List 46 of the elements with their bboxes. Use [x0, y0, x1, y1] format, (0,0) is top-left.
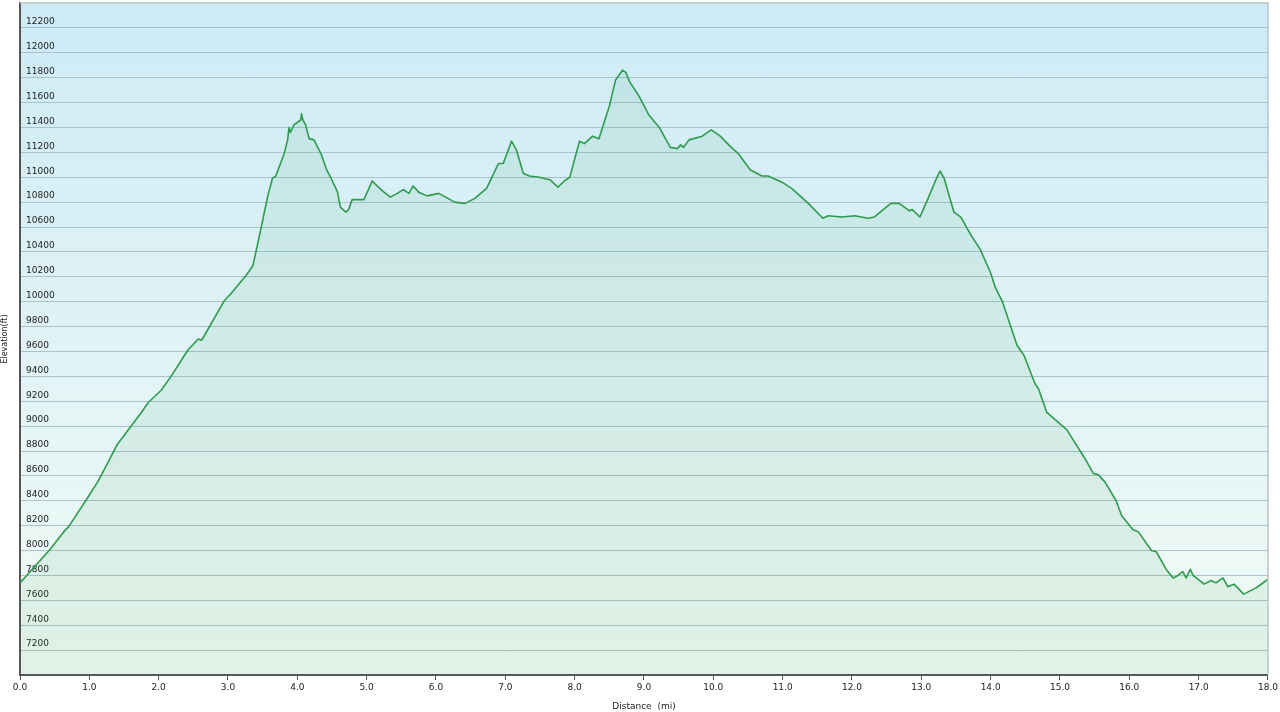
x-tick-label: 11.0: [772, 681, 793, 692]
y-axis-title: Elevation(ft): [0, 314, 9, 364]
y-tick-label: 10200: [26, 265, 55, 276]
y-tick-label: 10400: [26, 240, 55, 251]
y-tick-label: 11200: [26, 140, 55, 151]
x-tick-label: 18.0: [1257, 681, 1279, 692]
x-axis-title: Distance (mi): [612, 700, 676, 711]
y-tick-label: 8800: [26, 439, 50, 450]
y-tick-label: 7600: [26, 588, 50, 599]
x-tick-label: 14.0: [980, 681, 1001, 692]
y-tick-label: 9800: [26, 314, 50, 325]
y-tick-label: 8200: [26, 514, 50, 525]
y-tick-label: 11600: [26, 90, 55, 101]
y-tick-label: 8000: [26, 538, 50, 549]
y-tick-label: 10000: [26, 290, 55, 301]
x-tick-label: 12.0: [841, 681, 863, 692]
x-tick-label: 8.0: [567, 681, 583, 692]
x-tick-label: 5.0: [359, 681, 375, 692]
y-tick-label: 9400: [26, 364, 50, 375]
y-tick-label: 12000: [26, 41, 55, 52]
y-tick-label: 10800: [26, 190, 55, 201]
x-tick-label: 15.0: [1049, 681, 1071, 692]
y-tick-label: 9600: [26, 339, 50, 350]
x-tick-label: 7.0: [498, 681, 513, 692]
x-tick-label: 9.0: [636, 681, 652, 692]
x-tick-label: 17.0: [1188, 681, 1209, 692]
y-tick-label: 8400: [26, 489, 50, 500]
y-tick-label: 9000: [26, 414, 50, 425]
x-tick-label: 10.0: [703, 681, 724, 692]
y-tick-label: 11800: [26, 66, 55, 77]
y-tick-label: 7200: [26, 638, 50, 649]
y-tick-label: 10600: [26, 215, 55, 226]
y-tick-label: 8600: [26, 464, 50, 475]
x-tick-label: 16.0: [1119, 681, 1140, 692]
x-tick-label: 3.0: [220, 681, 236, 692]
x-tick-label: 13.0: [911, 681, 932, 692]
x-tick-label: 2.0: [151, 681, 167, 692]
x-tick-label: 6.0: [428, 681, 444, 692]
x-tick-label: 0.0: [12, 681, 28, 692]
y-tick-label: 11400: [26, 115, 55, 126]
y-tick-label: 12200: [26, 16, 55, 27]
y-tick-label: 7400: [26, 613, 50, 624]
x-tick-label: 4.0: [290, 681, 305, 692]
y-tick-label: 11000: [26, 165, 55, 176]
x-tick-label: 1.0: [82, 681, 97, 692]
y-tick-label: 9200: [26, 389, 50, 400]
